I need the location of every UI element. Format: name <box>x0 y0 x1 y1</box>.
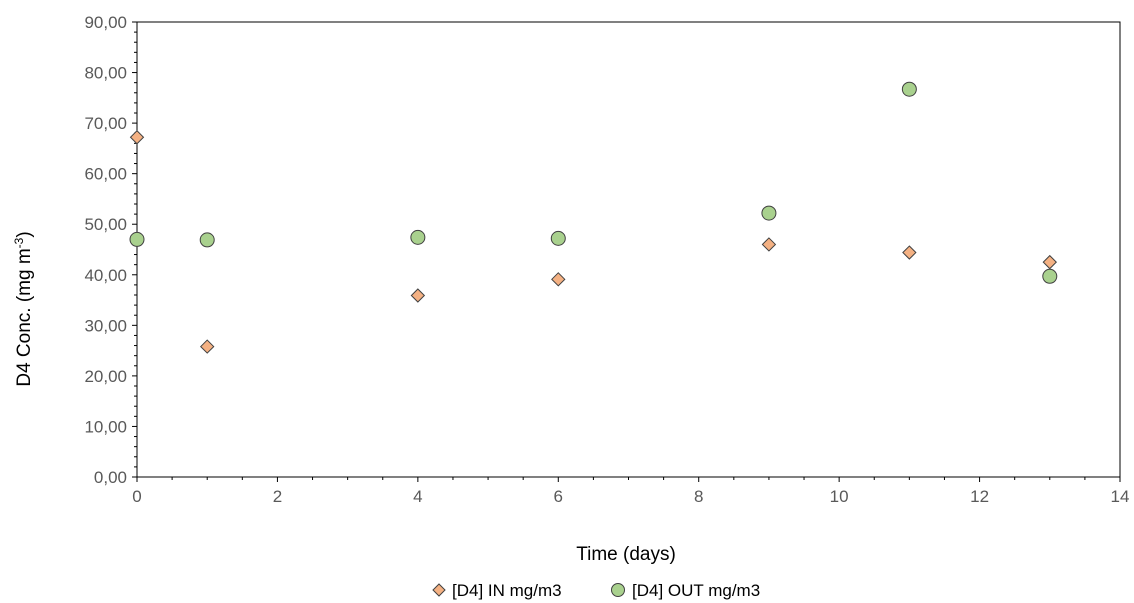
plot-area <box>136 21 1121 478</box>
x-tick-label: 2 <box>273 487 282 506</box>
data-point-in <box>200 339 215 354</box>
plot-border <box>136 21 1121 478</box>
y-axis-title: D4 Conc. (mg m-3) <box>12 231 35 386</box>
legend-item-in: [D4] IN mg/m3 <box>432 581 562 600</box>
data-point-out <box>410 229 426 245</box>
y-tick-label: 80,00 <box>84 64 127 83</box>
y-tick-label: 30,00 <box>84 316 127 335</box>
data-point-out <box>199 232 215 248</box>
data-point-out <box>1042 268 1058 284</box>
y-tick-label: 40,00 <box>84 266 127 285</box>
y-axis-title-superscript: -3 <box>12 237 26 248</box>
x-tick-label: 10 <box>830 487 849 506</box>
legend-circle-icon <box>611 583 625 597</box>
y-axis-title-main: D4 Conc. (mg m <box>14 248 35 386</box>
y-tick-label: 0,00 <box>94 468 127 487</box>
x-tick-label: 14 <box>1111 487 1130 506</box>
legend-item-out: [D4] OUT mg/m3 <box>611 581 760 600</box>
data-point-in <box>1042 254 1057 270</box>
x-tick-label: 4 <box>413 487 422 506</box>
data-point-out <box>761 205 777 221</box>
x-axis: 0 2 4 6 8 10 12 14 <box>132 477 1129 506</box>
x-tick-label: 8 <box>694 487 703 506</box>
data-point-out <box>550 230 566 246</box>
y-tick-label: 90,00 <box>84 13 127 32</box>
legend-diamond-icon <box>432 583 446 597</box>
y-tick-label: 60,00 <box>84 165 127 184</box>
x-tick-label: 12 <box>970 487 989 506</box>
data-point-in <box>410 288 426 303</box>
data-point-in <box>129 130 145 145</box>
data-points <box>129 81 1058 354</box>
data-point-out <box>901 81 917 97</box>
x-axis-title: Time (days) <box>576 544 676 565</box>
data-point-in <box>902 245 917 260</box>
y-tick-label: 10,00 <box>84 417 127 436</box>
legend-label-out: [D4] OUT mg/m3 <box>632 581 760 600</box>
legend: [D4] IN mg/m3 [D4] OUT mg/m3 <box>432 581 760 600</box>
y-tick-label: 50,00 <box>84 215 127 234</box>
y-tick-label: 70,00 <box>84 114 127 133</box>
x-tick-label: 0 <box>132 487 141 506</box>
data-point-out <box>129 231 145 247</box>
data-point-in <box>761 237 777 252</box>
y-axis-title-tail: ) <box>14 231 35 237</box>
data-point-in <box>551 272 566 287</box>
y-axis: 0,00 10,00 20,00 30,00 40,00 50,00 60,00 70,00 8… <box>84 13 137 487</box>
y-tick-label: 20,00 <box>84 367 127 386</box>
legend-label-in: [D4] IN mg/m3 <box>452 581 562 600</box>
x-tick-label: 6 <box>554 487 563 506</box>
